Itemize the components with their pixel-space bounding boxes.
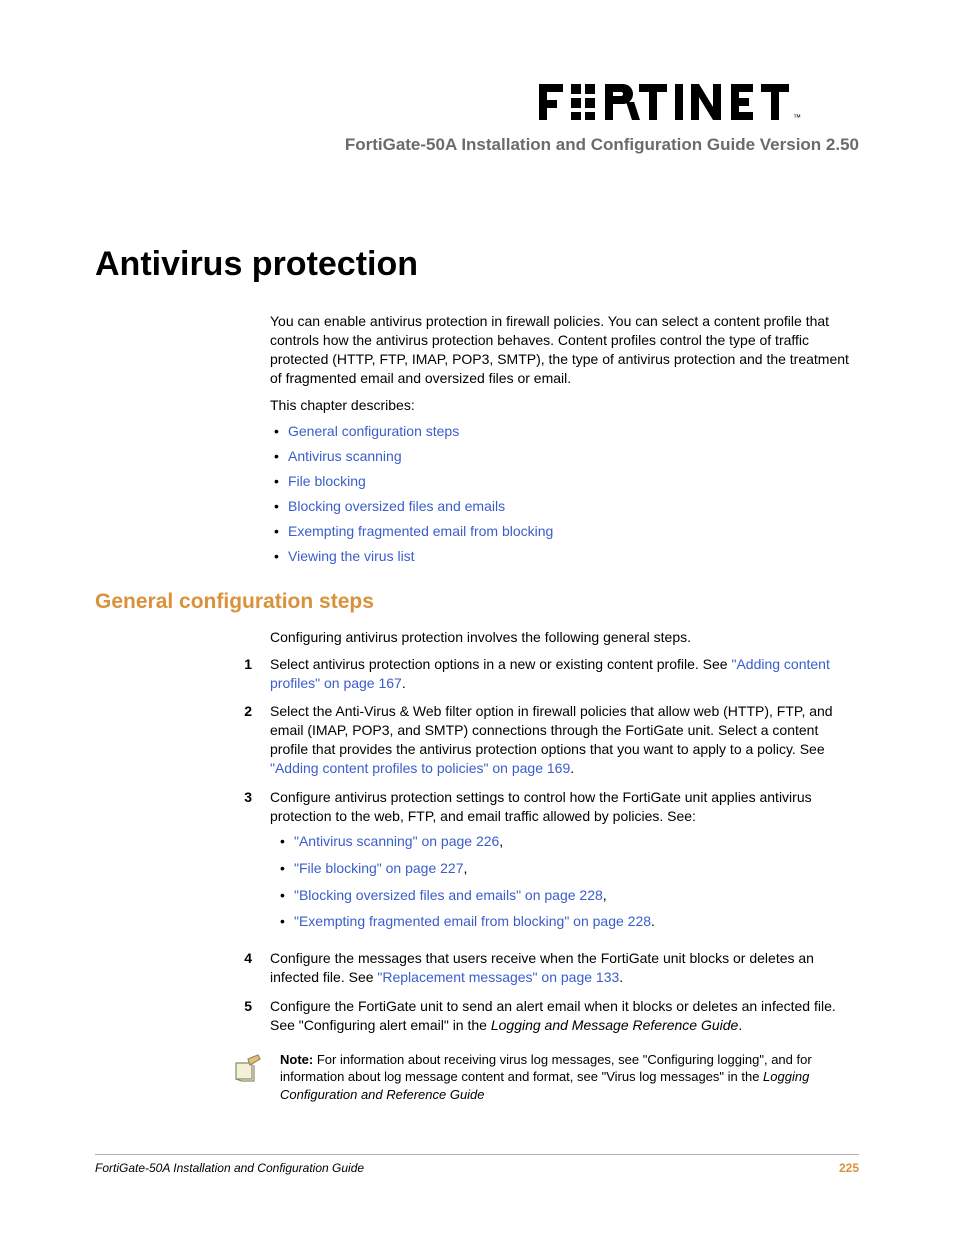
toc-link-fragmented[interactable]: Exempting fragmented email from blocking bbox=[288, 523, 553, 539]
step-number: 1 bbox=[212, 655, 270, 693]
intro-block: You can enable antivirus protection in f… bbox=[270, 312, 859, 566]
step1-pre: Select antivirus protection options in a… bbox=[270, 656, 731, 672]
toc-link-general[interactable]: General configuration steps bbox=[288, 423, 459, 439]
step-row-1: 1 Select antivirus protection options in… bbox=[95, 655, 859, 693]
intro-paragraph-1: You can enable antivirus protection in f… bbox=[270, 312, 859, 388]
step3-sublist: "Antivirus scanning" on page 226, "File … bbox=[270, 832, 859, 932]
step-row-4: 4 Configure the messages that users rece… bbox=[95, 949, 859, 987]
toc-link-oversized[interactable]: Blocking oversized files and emails bbox=[288, 498, 505, 514]
step-number: 3 bbox=[212, 788, 270, 939]
toc-link-fileblocking[interactable]: File blocking bbox=[288, 473, 366, 489]
step-text-1: Select antivirus protection options in a… bbox=[270, 655, 859, 693]
step-row-3: 3 Configure antivirus protection setting… bbox=[95, 788, 859, 939]
note-body: For information about receiving virus lo… bbox=[280, 1052, 812, 1085]
fortinet-logo: ™ bbox=[539, 80, 859, 124]
step2-link[interactable]: "Adding content profiles to policies" on… bbox=[270, 760, 570, 776]
step2-post: . bbox=[570, 760, 574, 776]
step-text-3: Configure antivirus protection settings … bbox=[270, 788, 859, 939]
note-label: Note: bbox=[280, 1052, 317, 1067]
section-heading-general: General configuration steps bbox=[95, 590, 859, 614]
step4-post: . bbox=[619, 969, 623, 985]
step3-link-b[interactable]: "File blocking" on page 227 bbox=[294, 860, 464, 876]
step-text-5: Configure the FortiGate unit to send an … bbox=[270, 997, 859, 1035]
section-intro-text: Configuring antivirus protection involve… bbox=[270, 628, 859, 647]
step3-link-c[interactable]: "Blocking oversized files and emails" on… bbox=[294, 887, 603, 903]
footer-page-number: 225 bbox=[839, 1161, 859, 1175]
note-text: Note: For information about receiving vi… bbox=[280, 1051, 859, 1104]
chapter-toc: General configuration steps Antivirus sc… bbox=[270, 422, 859, 565]
section-intro: Configuring antivirus protection involve… bbox=[270, 628, 859, 647]
toc-link-scanning[interactable]: Antivirus scanning bbox=[288, 448, 402, 464]
step-number: 5 bbox=[212, 997, 270, 1035]
document-page: ™ FortiGate-50A Installation and Configu… bbox=[0, 0, 954, 1235]
footer-title: FortiGate-50A Installation and Configura… bbox=[95, 1161, 364, 1175]
svg-text:™: ™ bbox=[793, 113, 801, 122]
step5-post: . bbox=[738, 1017, 742, 1033]
header-subtitle: FortiGate-50A Installation and Configura… bbox=[95, 135, 859, 155]
step3-link-d[interactable]: "Exempting fragmented email from blockin… bbox=[294, 913, 651, 929]
step-number: 2 bbox=[212, 702, 270, 778]
step3-pre: Configure antivirus protection settings … bbox=[270, 789, 812, 824]
step2-pre: Select the Anti-Virus & Web filter optio… bbox=[270, 703, 833, 757]
step5-italic: Logging and Message Reference Guide bbox=[491, 1017, 739, 1033]
intro-paragraph-2: This chapter describes: bbox=[270, 396, 859, 415]
step-text-2: Select the Anti-Virus & Web filter optio… bbox=[270, 702, 859, 778]
step-number: 4 bbox=[212, 949, 270, 987]
brand-logo: ™ bbox=[95, 80, 859, 129]
toc-link-viruslist[interactable]: Viewing the virus list bbox=[288, 548, 415, 564]
step-row-5: 5 Configure the FortiGate unit to send a… bbox=[95, 997, 859, 1035]
step-row-2: 2 Select the Anti-Virus & Web filter opt… bbox=[95, 702, 859, 778]
note-block: Note: For information about receiving vi… bbox=[95, 1051, 859, 1104]
step-text-4: Configure the messages that users receiv… bbox=[270, 949, 859, 987]
page-footer: FortiGate-50A Installation and Configura… bbox=[95, 1154, 859, 1175]
page-title: Antivirus protection bbox=[95, 245, 859, 284]
step1-post: . bbox=[402, 675, 406, 691]
note-icon bbox=[230, 1051, 280, 1104]
step4-link[interactable]: "Replacement messages" on page 133 bbox=[377, 969, 619, 985]
step3-link-a[interactable]: "Antivirus scanning" on page 226 bbox=[294, 833, 499, 849]
